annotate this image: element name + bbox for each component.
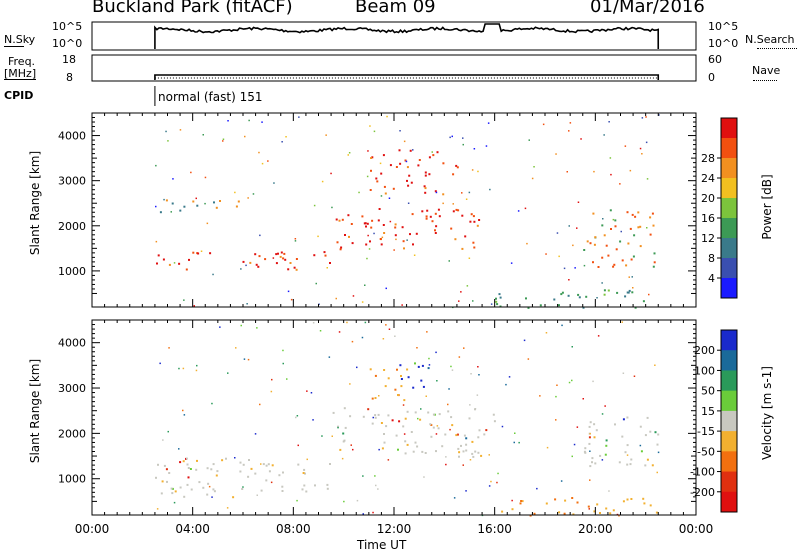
time-tick-label: 04:00 <box>175 522 210 536</box>
power-ytick-label: 4000 <box>58 130 86 143</box>
power-colorbar-tick: 8 <box>708 252 715 265</box>
velocity-colorbar-tick: -200 <box>690 486 715 499</box>
power-panel: 1000 2000 3000 4000 4 8 12 16 20 24 28 <box>58 112 738 309</box>
power-ytick-label: 2000 <box>58 220 86 233</box>
velocity-colorbar-tick: -50 <box>697 445 715 458</box>
nave-label: Nave <box>752 64 781 77</box>
cpid-text: normal (fast) 151 <box>158 90 263 104</box>
freq-tick-low: 8 <box>66 71 73 84</box>
power-colorbar-tick: 4 <box>708 272 715 285</box>
velocity-band-3 <box>399 362 430 389</box>
nave-legend-line <box>753 80 777 81</box>
velocity-ytick-label: 1000 <box>58 473 86 486</box>
beam-title: Beam 09 <box>355 0 436 17</box>
velocity-band-2 <box>369 368 409 402</box>
velocity-band-1 <box>332 407 496 458</box>
nsearch-tick-high: 10^5 <box>708 20 739 33</box>
velocity-colorbar-tick: 50 <box>701 385 715 398</box>
nsearch-tick-low: 10^0 <box>708 37 739 50</box>
velocity-ytick-label: 3000 <box>58 382 86 395</box>
velocity-colorbar: 200 100 50 15 -15 -50 -100 -200 <box>690 329 738 513</box>
power-band-5 <box>495 289 645 309</box>
nsky-tick-high: 10^5 <box>52 20 83 33</box>
station-title: Buckland Park (fitACF) <box>92 0 293 17</box>
velocity-colorbar-tick: 15 <box>701 405 715 418</box>
freq-label: Freq. <box>8 55 36 68</box>
velocity-colorbar-tick: -100 <box>690 466 715 479</box>
velocity-frame <box>91 319 697 516</box>
nsky-panel-frame <box>91 21 697 51</box>
velocity-band-5 <box>501 497 658 517</box>
freq-panel-frame <box>91 54 697 82</box>
power-ytick-label: 3000 <box>58 175 86 188</box>
velocity-colorbar-tick: 200 <box>694 344 715 357</box>
time-tick-label: 16:00 <box>477 522 512 536</box>
time-xlabel: Time UT <box>357 538 407 552</box>
velocity-colorbar-tick: 100 <box>694 364 715 377</box>
power-band-3 <box>369 149 459 196</box>
power-colorbar-tick: 28 <box>701 152 715 165</box>
nsearch-label: N.Search <box>745 33 795 46</box>
freq-tick-high: 18 <box>62 53 76 66</box>
power-ytick-label: 1000 <box>58 265 86 278</box>
freq-underline <box>4 79 36 80</box>
time-tick-label: 00:00 <box>679 522 714 536</box>
power-frame <box>91 112 697 308</box>
nsky-tick-low: 10^0 <box>52 37 83 50</box>
power-band-4 <box>583 209 656 268</box>
date-title: 01/Mar/2016 <box>590 0 705 17</box>
freq-unit-label: [MHz] <box>4 67 37 80</box>
nave-tick-low: 0 <box>708 71 715 84</box>
time-tick-label: 20:00 <box>578 522 613 536</box>
power-colorbar-tick: 20 <box>701 192 715 205</box>
power-colorbar-tick: 24 <box>701 172 715 185</box>
velocity-band-0 <box>155 457 331 499</box>
nsky-label: N.Sky <box>4 33 36 46</box>
power-colorbar: 4 8 12 16 20 24 28 <box>701 117 738 299</box>
cpid-label: CPID <box>4 89 34 102</box>
velocity-ytick-label: 4000 <box>58 337 86 350</box>
power-colorbar-frame <box>720 117 738 299</box>
power-colorbar-tick: 12 <box>701 232 715 245</box>
nave-tick-high: 60 <box>708 53 722 66</box>
power-band-2 <box>335 208 481 251</box>
velocity-band-4 <box>583 416 660 468</box>
nsky-underline <box>4 46 24 47</box>
power-band-1 <box>159 199 240 214</box>
time-tick-label: 12:00 <box>377 522 412 536</box>
power-colorbar-tick: 16 <box>701 212 715 225</box>
velocity-colorbar-tick: -15 <box>697 425 715 438</box>
velocity-ytick-label: 2000 <box>58 427 86 440</box>
time-tick-label: 00:00 <box>75 522 110 536</box>
nsky-line <box>154 23 660 50</box>
power-band-0 <box>156 251 331 271</box>
time-tick-label: 08:00 <box>276 522 311 536</box>
nsearch-legend-line <box>757 48 797 49</box>
velocity-panel: 1000 2000 3000 4000 200 100 50 15 -15 -50 -100 -200 <box>58 319 738 517</box>
velocity-colorbar-frame <box>720 329 738 513</box>
